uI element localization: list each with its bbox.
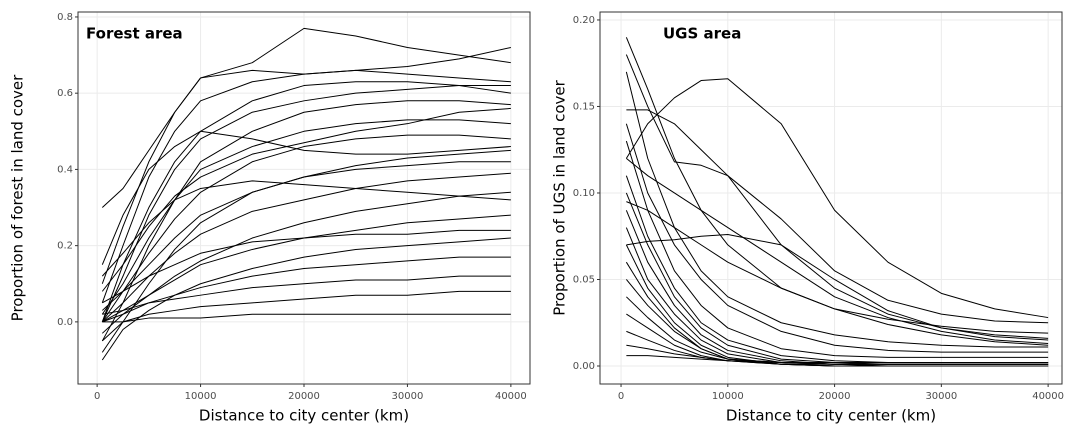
y-axis-title: Proportion of forest in land cover <box>9 74 27 322</box>
series-line <box>102 214 511 323</box>
plot-background <box>600 12 1062 384</box>
y-tick-label: 0.20 <box>573 15 595 26</box>
plot-border <box>77 11 531 385</box>
series-line <box>101 180 511 277</box>
y-tick-label: 0.15 <box>573 101 595 112</box>
series-line <box>625 140 1049 358</box>
series-line <box>101 69 511 303</box>
x-tick-label: 20000 <box>288 391 320 402</box>
x-tick-label: 30000 <box>392 391 424 402</box>
series-line <box>101 130 511 265</box>
x-axis-title: Distance to city center (km) <box>199 407 409 425</box>
y-tick-label: 0.10 <box>573 188 595 199</box>
series-line <box>626 344 1049 367</box>
y-tick-label: 0.00 <box>573 361 595 372</box>
series-line <box>101 85 511 323</box>
series-line <box>101 46 511 284</box>
series-line <box>101 172 511 323</box>
y-tick-label: 0.4 <box>57 164 73 175</box>
y-tick-label: 0.05 <box>573 274 595 285</box>
x-tick-label: 10000 <box>712 391 744 402</box>
series-line <box>625 71 1049 348</box>
x-tick-label: 40000 <box>1032 391 1064 402</box>
series-line <box>626 157 1049 345</box>
plot-border <box>599 11 1063 385</box>
series-line <box>625 123 1049 353</box>
x-tick-label: 10000 <box>185 391 217 402</box>
x-tick-label: 0 <box>94 391 100 402</box>
series-line <box>626 355 1049 365</box>
y-tick-label: 0.2 <box>57 241 73 252</box>
series-line <box>101 27 511 208</box>
x-tick-label: 0 <box>618 391 624 402</box>
panel-title: UGS area <box>663 25 741 43</box>
panel-title: Forest area <box>86 25 183 43</box>
x-tick-label: 20000 <box>819 391 851 402</box>
y-tick-label: 0.0 <box>57 317 73 328</box>
y-tick-label: 0.8 <box>57 12 73 23</box>
series-line <box>102 229 511 304</box>
series-line <box>101 100 511 342</box>
series-line <box>625 78 1049 319</box>
series-line <box>101 134 511 323</box>
series-line <box>102 313 511 323</box>
series-line <box>625 54 1049 324</box>
series-line <box>102 275 511 315</box>
x-tick-label: 40000 <box>495 391 527 402</box>
series-line <box>626 201 1049 346</box>
x-tick-label: 30000 <box>925 391 957 402</box>
y-tick-label: 0.6 <box>57 88 73 99</box>
series-line <box>101 161 511 311</box>
series-line <box>102 256 511 323</box>
series-line <box>101 81 511 323</box>
series-line <box>101 191 511 334</box>
y-axis-title: Proportion of UGS in land cover <box>551 79 569 315</box>
series-line <box>626 234 1049 341</box>
series-line <box>101 107 511 292</box>
series-line <box>101 290 511 342</box>
x-axis-title: Distance to city center (km) <box>726 407 936 425</box>
